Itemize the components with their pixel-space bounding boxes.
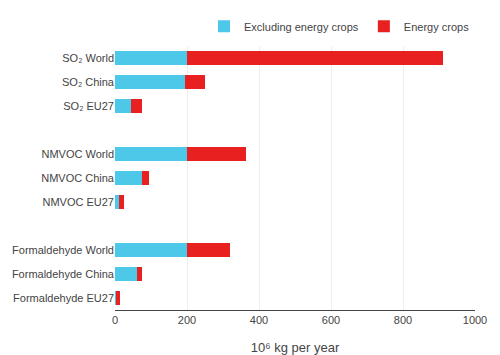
svg-text:NMVOC China: NMVOC China bbox=[41, 172, 115, 184]
svg-text:200: 200 bbox=[178, 314, 196, 326]
svg-text:800: 800 bbox=[394, 314, 412, 326]
svg-text:SO₂ World: SO₂ World bbox=[62, 52, 114, 64]
svg-text:Excluding energy crops: Excluding energy crops bbox=[244, 21, 359, 33]
svg-text:0: 0 bbox=[112, 314, 118, 326]
svg-text:1000: 1000 bbox=[463, 314, 487, 326]
svg-text:Formaldehyde World: Formaldehyde World bbox=[12, 244, 114, 256]
svg-text:400: 400 bbox=[250, 314, 268, 326]
svg-text:600: 600 bbox=[322, 314, 340, 326]
svg-text:Energy crops: Energy crops bbox=[404, 21, 469, 33]
svg-text:Formaldehyde China: Formaldehyde China bbox=[12, 268, 115, 280]
svg-text:SO₂ EU27: SO₂ EU27 bbox=[63, 100, 114, 112]
svg-text:SO₂ China: SO₂ China bbox=[62, 76, 115, 88]
svg-text:NMVOC World: NMVOC World bbox=[41, 148, 114, 160]
svg-text:NMVOC EU27: NMVOC EU27 bbox=[42, 196, 114, 208]
svg-text:Formaldehyde EU27: Formaldehyde EU27 bbox=[13, 292, 114, 304]
svg-text:10⁶ kg per year: 10⁶ kg per year bbox=[251, 340, 340, 355]
